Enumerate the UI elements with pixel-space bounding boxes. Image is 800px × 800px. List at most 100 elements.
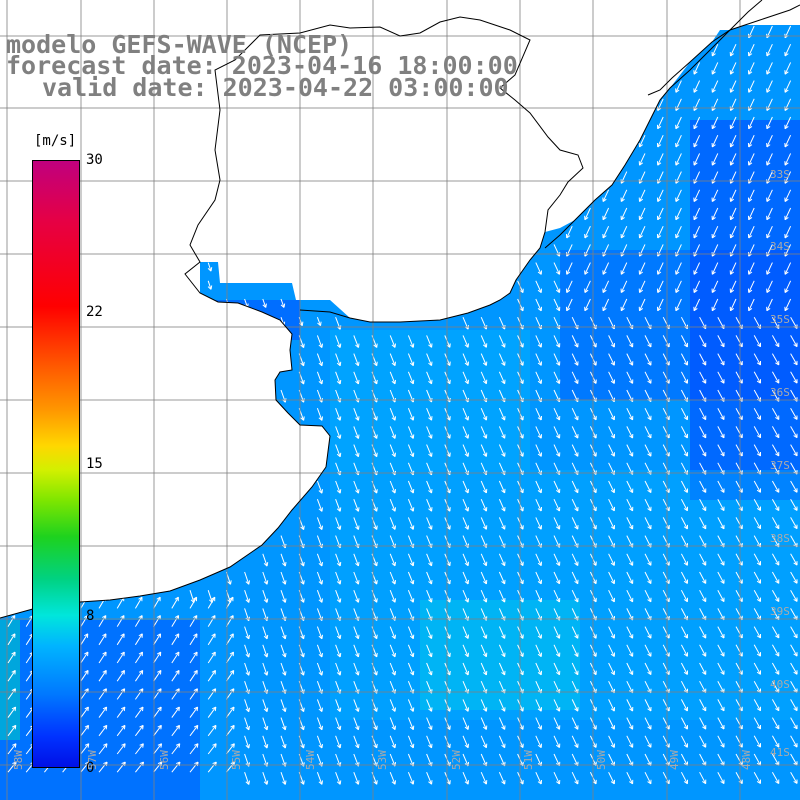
wind-arrow (693, 298, 701, 312)
wind-arrow (790, 444, 798, 457)
wind-arrow (656, 298, 664, 312)
wind-arrow (699, 335, 707, 348)
wind-arrow (771, 626, 780, 639)
lat-label: 38S (770, 532, 790, 545)
wind-arrow (790, 626, 798, 639)
wind-arrow (790, 480, 798, 493)
wind-arrow (134, 633, 143, 646)
wind-arrow (693, 153, 701, 166)
wind-arrow (753, 571, 762, 584)
wind-arrow (7, 651, 16, 664)
wind-arrow (462, 699, 470, 712)
wind-arrow (153, 724, 162, 737)
wind-arrow (571, 771, 579, 785)
wind-arrow (693, 62, 701, 75)
wind-arrow (480, 480, 488, 494)
wind-arrow (535, 735, 543, 749)
speed-shade (420, 600, 580, 710)
wind-arrow (389, 353, 397, 367)
wind-arrow (316, 735, 323, 749)
wind-arrow (535, 298, 543, 312)
wind-arrow (644, 553, 652, 566)
wind-arrow (735, 771, 743, 785)
wind-arrow (535, 262, 543, 275)
wind-arrow (711, 207, 719, 221)
wind-arrow (644, 699, 652, 712)
wind-arrow (735, 517, 743, 530)
wind-arrow (171, 633, 180, 646)
wind-arrow (571, 735, 579, 748)
lon-label: 56W (158, 750, 171, 770)
wind-arrow (480, 717, 488, 730)
wind-arrow (584, 280, 591, 293)
wind-arrow (680, 662, 688, 675)
wind-arrow (699, 426, 707, 439)
wind-arrow (498, 626, 506, 639)
wind-arrow (98, 724, 108, 737)
wind-arrow (262, 772, 269, 785)
wind-arrow (620, 207, 628, 221)
wind-arrow (426, 553, 433, 567)
wind-arrow (480, 353, 488, 366)
wind-arrow (462, 590, 470, 603)
wind-arrow (462, 553, 470, 567)
wind-arrow (389, 444, 397, 458)
wind-arrow (553, 699, 561, 712)
wind-arrow (335, 371, 342, 385)
wind-arrow (316, 590, 323, 603)
wind-arrow (790, 735, 798, 748)
wind-arrow (262, 735, 269, 749)
wind-arrow (207, 706, 217, 718)
wind-arrow (680, 626, 688, 639)
wind-arrow (116, 633, 125, 646)
wind-arrow (316, 699, 323, 712)
wind-arrow (771, 771, 780, 784)
wind-arrow (620, 225, 628, 239)
wind-arrow (389, 517, 397, 530)
colorbar-unit: [m/s] (34, 133, 77, 149)
wind-arrow (389, 644, 397, 658)
wind-arrow (565, 298, 573, 312)
speed-shade (0, 620, 200, 800)
wind-arrow (462, 772, 470, 785)
wind-arrow (608, 426, 616, 439)
wind-arrow (389, 717, 397, 731)
wind-arrow (626, 699, 634, 712)
wind-arrow (426, 571, 433, 585)
wind-arrow (189, 633, 198, 646)
wind-arrow (353, 717, 360, 731)
wind-arrow (626, 771, 634, 785)
wind-arrow (571, 571, 579, 585)
wind-arrow (711, 298, 719, 312)
wind-arrow (602, 262, 610, 275)
wind-arrow (7, 669, 16, 682)
wind-arrow (535, 589, 543, 603)
wind-arrow (711, 43, 719, 57)
wind-arrow (766, 116, 773, 130)
wind-arrow (407, 408, 415, 421)
wind-arrow (171, 706, 180, 718)
wind-arrow (426, 662, 433, 676)
wind-arrow (280, 772, 287, 785)
wind-arrow (498, 371, 506, 385)
wind-arrow (735, 353, 743, 366)
wind-arrow (729, 225, 737, 239)
wind-arrow (262, 571, 269, 585)
wind-arrow (571, 353, 579, 366)
wind-arrow (353, 353, 360, 367)
colorbar (32, 160, 80, 768)
wind-arrow (608, 699, 616, 712)
wind-arrow (553, 571, 561, 585)
wind-arrow (735, 407, 743, 421)
wind-arrow (389, 590, 397, 603)
wind-arrow (693, 134, 701, 148)
wind-arrow (426, 480, 433, 494)
wind-arrow (553, 771, 561, 785)
wind-arrow (747, 134, 755, 148)
wind-arrow (565, 262, 573, 275)
wind-arrow (98, 743, 108, 755)
wind-arrow (753, 407, 762, 420)
wind-arrow (7, 743, 17, 755)
